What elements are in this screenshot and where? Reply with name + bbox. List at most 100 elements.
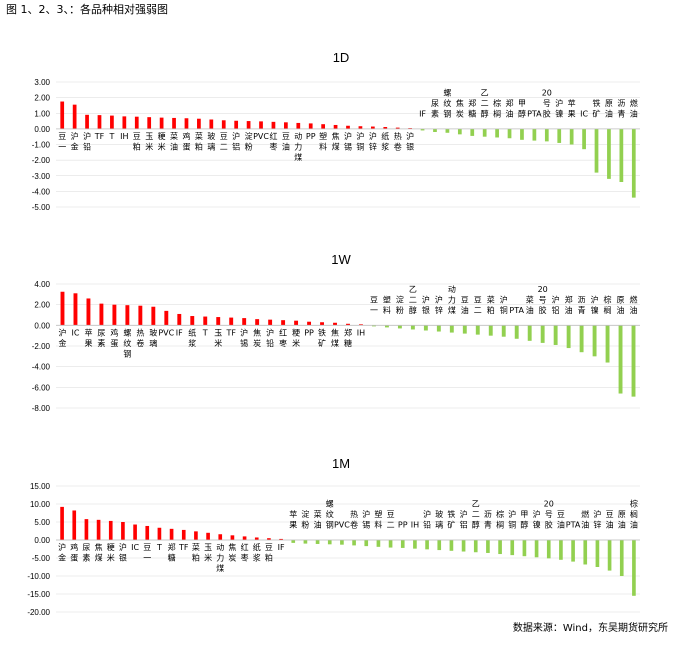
bar <box>308 123 313 129</box>
category-label: 焦炭 <box>228 542 236 563</box>
category-label: 粳米 <box>292 327 300 348</box>
bar <box>291 540 296 543</box>
category-label: 沪锌 <box>369 131 377 152</box>
y-tick-label: -2.00 <box>32 342 51 351</box>
category-label: 豆油 <box>461 295 469 315</box>
category-label: IH <box>411 521 419 530</box>
bar <box>631 128 636 198</box>
category-label: 豆二 <box>220 132 228 152</box>
category-label: IC <box>71 328 79 337</box>
category-label: 玻璃 <box>207 131 215 152</box>
bar <box>145 525 150 540</box>
category-label: 沪镍 <box>533 509 541 530</box>
category-label: 塑料 <box>383 295 391 315</box>
bar <box>169 528 174 540</box>
bar <box>397 325 402 329</box>
bar <box>495 128 499 138</box>
category-label: 焦炭 <box>456 98 464 119</box>
bar <box>607 540 612 571</box>
category-label: T <box>108 132 114 141</box>
category-label: 豆粕 <box>133 132 141 152</box>
bar <box>147 117 152 129</box>
bar <box>151 306 156 326</box>
y-tick-label: 4.00 <box>34 280 50 289</box>
bar <box>520 128 524 140</box>
bar <box>60 291 65 326</box>
bar <box>346 323 350 326</box>
category-label: 乙二醇 <box>472 500 480 530</box>
bar <box>99 303 104 326</box>
category-label: IF <box>176 328 183 337</box>
y-tick-label: 2.00 <box>34 301 50 310</box>
category-label: 菜油 <box>170 131 178 152</box>
bar <box>209 119 214 129</box>
category-label: 动力煤 <box>294 131 302 162</box>
category-label: 纸浆 <box>253 542 261 563</box>
bar <box>395 127 400 129</box>
category-label: 沪铅 <box>266 327 274 348</box>
category-label: 乙二醇 <box>481 88 489 118</box>
category-label: T <box>156 543 162 552</box>
bar <box>216 317 221 326</box>
category-label: PVC <box>253 132 269 141</box>
category-label: 原油 <box>618 510 626 530</box>
category-label: 菜粕 <box>487 294 495 315</box>
bar <box>242 318 247 326</box>
category-label: TF <box>225 328 236 337</box>
category-label: 淀粉 <box>301 509 309 530</box>
bar <box>138 305 143 326</box>
y-tick-label: -5.00 <box>32 554 51 563</box>
y-tick-label: 0.00 <box>34 536 50 545</box>
category-label: 沪铅 <box>83 131 91 152</box>
bar <box>582 128 586 150</box>
category-label: 20 号胶 <box>538 285 548 315</box>
bar <box>97 115 102 129</box>
bar <box>320 322 324 326</box>
bar <box>321 124 326 129</box>
category-label: 原油 <box>605 99 613 119</box>
bar <box>583 540 588 565</box>
bar <box>445 128 450 133</box>
bar <box>358 126 363 129</box>
category-label: 原油 <box>617 295 625 315</box>
bar <box>462 325 467 334</box>
bar <box>370 126 375 129</box>
category-label: 棕榈油 <box>630 499 638 530</box>
bar <box>108 520 113 540</box>
category-label: 郑油 <box>506 98 514 119</box>
bar <box>271 121 276 129</box>
category-label: TF <box>178 543 189 552</box>
bar <box>436 325 441 332</box>
bar <box>540 325 545 343</box>
bar <box>85 114 89 129</box>
category-label: 热卷 <box>350 509 358 530</box>
bar <box>206 532 210 540</box>
category-label: 沥青 <box>578 295 586 315</box>
y-tick-label: -2.00 <box>32 156 51 165</box>
category-label: 沪金 <box>58 327 66 348</box>
bar <box>346 125 350 129</box>
bar <box>284 122 288 129</box>
y-tick-label: 3.00 <box>34 78 50 87</box>
bar <box>457 128 462 135</box>
category-label: PTA <box>509 306 524 315</box>
bar <box>157 527 162 540</box>
category-label: 豆二 <box>387 510 395 530</box>
bar <box>294 320 299 326</box>
chart-title: 1M <box>332 456 350 471</box>
category-label: IH <box>120 132 128 141</box>
category-label: 豆油 <box>557 510 565 530</box>
bar <box>60 506 64 540</box>
category-label: 棕榈 <box>493 98 501 119</box>
category-label: 焦炭 <box>253 327 261 348</box>
category-label: 苹果 <box>568 98 576 119</box>
bar <box>218 534 223 540</box>
category-label: PTA <box>566 521 581 530</box>
category-label: 乙二醇 <box>409 285 417 315</box>
bar <box>254 537 259 540</box>
category-label: 纸浆 <box>381 131 389 152</box>
category-label: 燃油 <box>630 294 638 315</box>
bar <box>546 540 551 559</box>
bar <box>122 116 127 129</box>
bar <box>352 540 356 546</box>
